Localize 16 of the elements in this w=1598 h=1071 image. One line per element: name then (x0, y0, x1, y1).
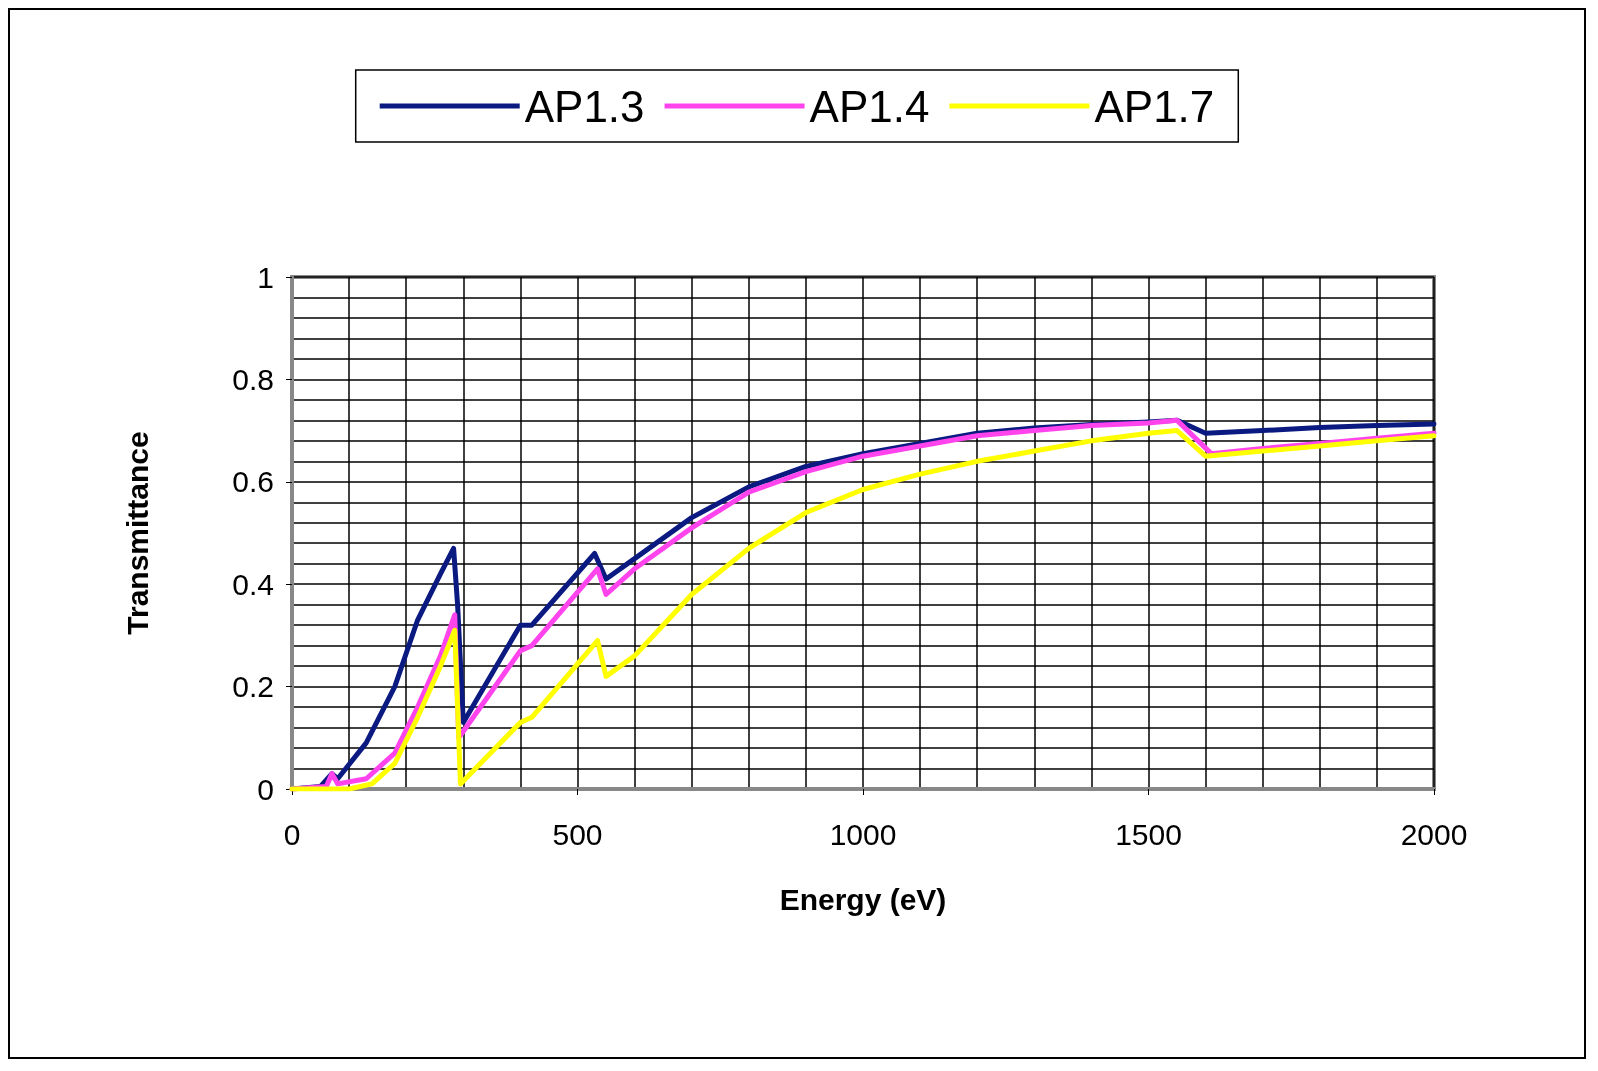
legend-label: AP1.4 (809, 81, 930, 131)
x-tick-label: 0 (283, 817, 301, 851)
x-tick-label: 1500 (1115, 817, 1182, 851)
legend-label: AP1.7 (1094, 81, 1215, 131)
y-tick-label: 0.6 (232, 465, 274, 499)
x-tick-label: 1000 (829, 817, 897, 851)
y-tick-label: 0.4 (232, 567, 274, 601)
y-tick-label: 1 (257, 260, 274, 294)
legend-label: AP1.3 (524, 81, 645, 131)
y-tick-label: 0.2 (232, 670, 274, 704)
x-tick-label: 2000 (1400, 817, 1468, 851)
x-axis-title: Energy (eV) (779, 882, 947, 916)
y-axis-title: Transmittance (120, 431, 154, 635)
y-tick-label: 0 (257, 772, 274, 806)
x-tick-label: 500 (552, 817, 603, 851)
y-tick-label: 0.8 (232, 362, 274, 396)
